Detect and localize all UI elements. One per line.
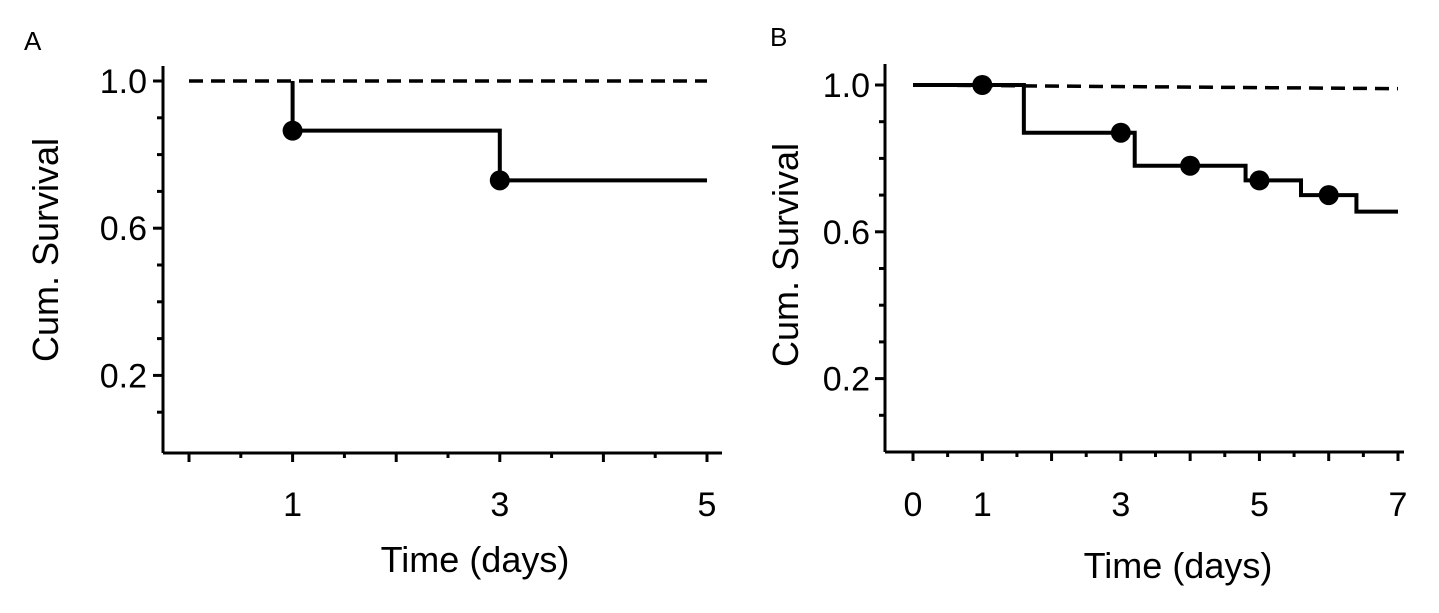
panel-b-x-axis-title: Time (days) xyxy=(1084,545,1273,586)
panel-b-y-axis-title: Cum. Survival xyxy=(765,143,806,367)
panel-a-label: A xyxy=(24,26,42,56)
series-solid-step-line xyxy=(913,83,1398,214)
censor-marker xyxy=(1180,155,1201,176)
panel-a-y-axis-title: Cum. Survival xyxy=(25,138,66,362)
x-tick-label: 5 xyxy=(698,486,717,524)
x-tick-label: 0 xyxy=(904,486,923,524)
x-tick-label: 3 xyxy=(1111,486,1130,524)
panel-a-x-axis-title: Time (days) xyxy=(381,539,570,580)
censor-marker xyxy=(1249,170,1270,191)
y-tick-label: 1.0 xyxy=(100,63,147,101)
censor-marker xyxy=(972,75,993,95)
x-tick-label: 7 xyxy=(1389,486,1408,524)
series-solid-step-line xyxy=(290,81,707,183)
panel-b: B Cum. Survival Time (days) 0.2 0.6 1.0 0 1 3… xyxy=(765,22,1407,586)
y-tick-label: 0.2 xyxy=(823,361,870,399)
censor-marker xyxy=(282,120,303,141)
y-tick-label: 1.0 xyxy=(823,67,870,105)
x-tick-label: 5 xyxy=(1250,486,1269,524)
panel-a: A Cum. Survival Time (days) 0.2 0.6 1.0 1 3 5 xyxy=(24,26,722,580)
censor-marker xyxy=(1318,185,1339,206)
y-tick-label: 0.6 xyxy=(823,214,870,252)
x-tick-label: 1 xyxy=(283,486,302,524)
y-tick-label: 0.6 xyxy=(100,210,147,248)
series-dashed-line xyxy=(912,83,1399,91)
panel-b-label: B xyxy=(770,22,787,52)
y-tick-label: 0.2 xyxy=(100,357,147,395)
censor-marker xyxy=(489,170,510,191)
censor-marker xyxy=(1110,122,1131,143)
x-tick-label: 3 xyxy=(490,486,509,524)
x-tick-label: 1 xyxy=(973,486,992,524)
